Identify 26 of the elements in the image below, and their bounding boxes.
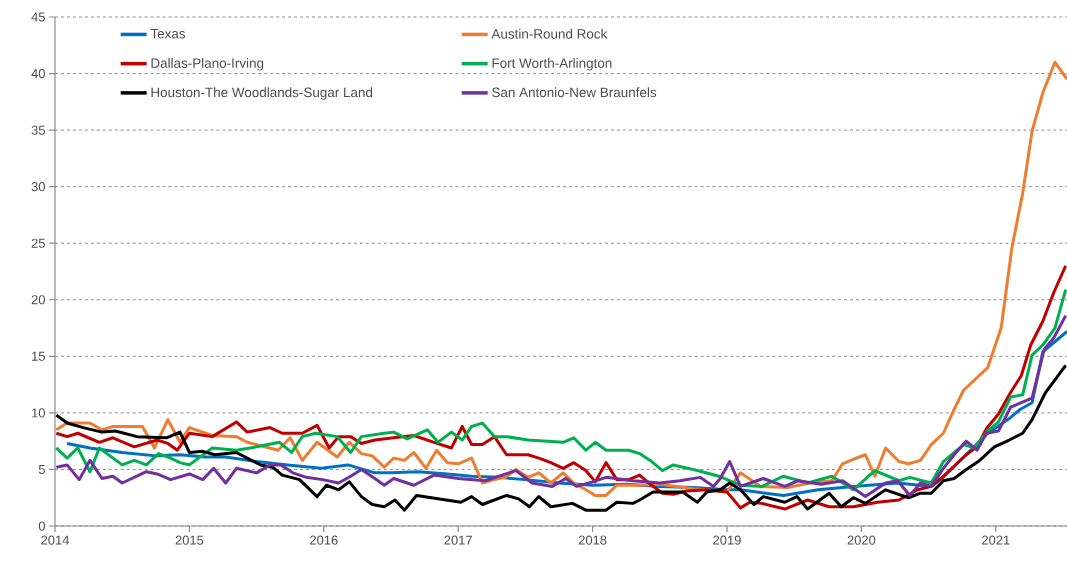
y-tick-label: 20: [31, 295, 45, 305]
x-tick-label: 2015: [175, 535, 204, 545]
legend-label: Austin-Round Rock: [491, 28, 608, 39]
legend-label: Dallas-Plano-Irving: [151, 58, 264, 71]
x-tick-label: 2014: [41, 535, 70, 545]
y-tick-label: 0: [38, 521, 45, 531]
y-tick-label: 10: [32, 408, 45, 418]
line-series: [54, 288, 1067, 492]
legend-label: Houston-The Woodlands-Sugar Land: [151, 87, 373, 100]
y-tick-label: 30: [31, 182, 45, 192]
x-tick-label: 2016: [310, 535, 338, 545]
x-tick-label: 2021: [982, 535, 1010, 545]
x-tick-label: 2018: [578, 535, 607, 545]
legend-label: San Antonio-New Braunfels: [492, 87, 657, 98]
y-tick-label: 45: [31, 12, 45, 22]
legend-label: Texas: [150, 29, 186, 39]
x-tick-label: 2017: [444, 535, 472, 545]
y-tick-label: 5: [38, 464, 45, 474]
x-tick-label: 2019: [713, 535, 741, 545]
line-series: [54, 363, 1067, 512]
y-tick-label: 40: [31, 68, 45, 79]
legend-label: Fort Worth-Arlington: [492, 58, 612, 71]
x-tick-label: 2020: [847, 535, 876, 545]
y-tick-label: 35: [31, 125, 45, 135]
y-tick-label: 25: [31, 238, 45, 248]
y-tick-label: 15: [32, 351, 45, 361]
